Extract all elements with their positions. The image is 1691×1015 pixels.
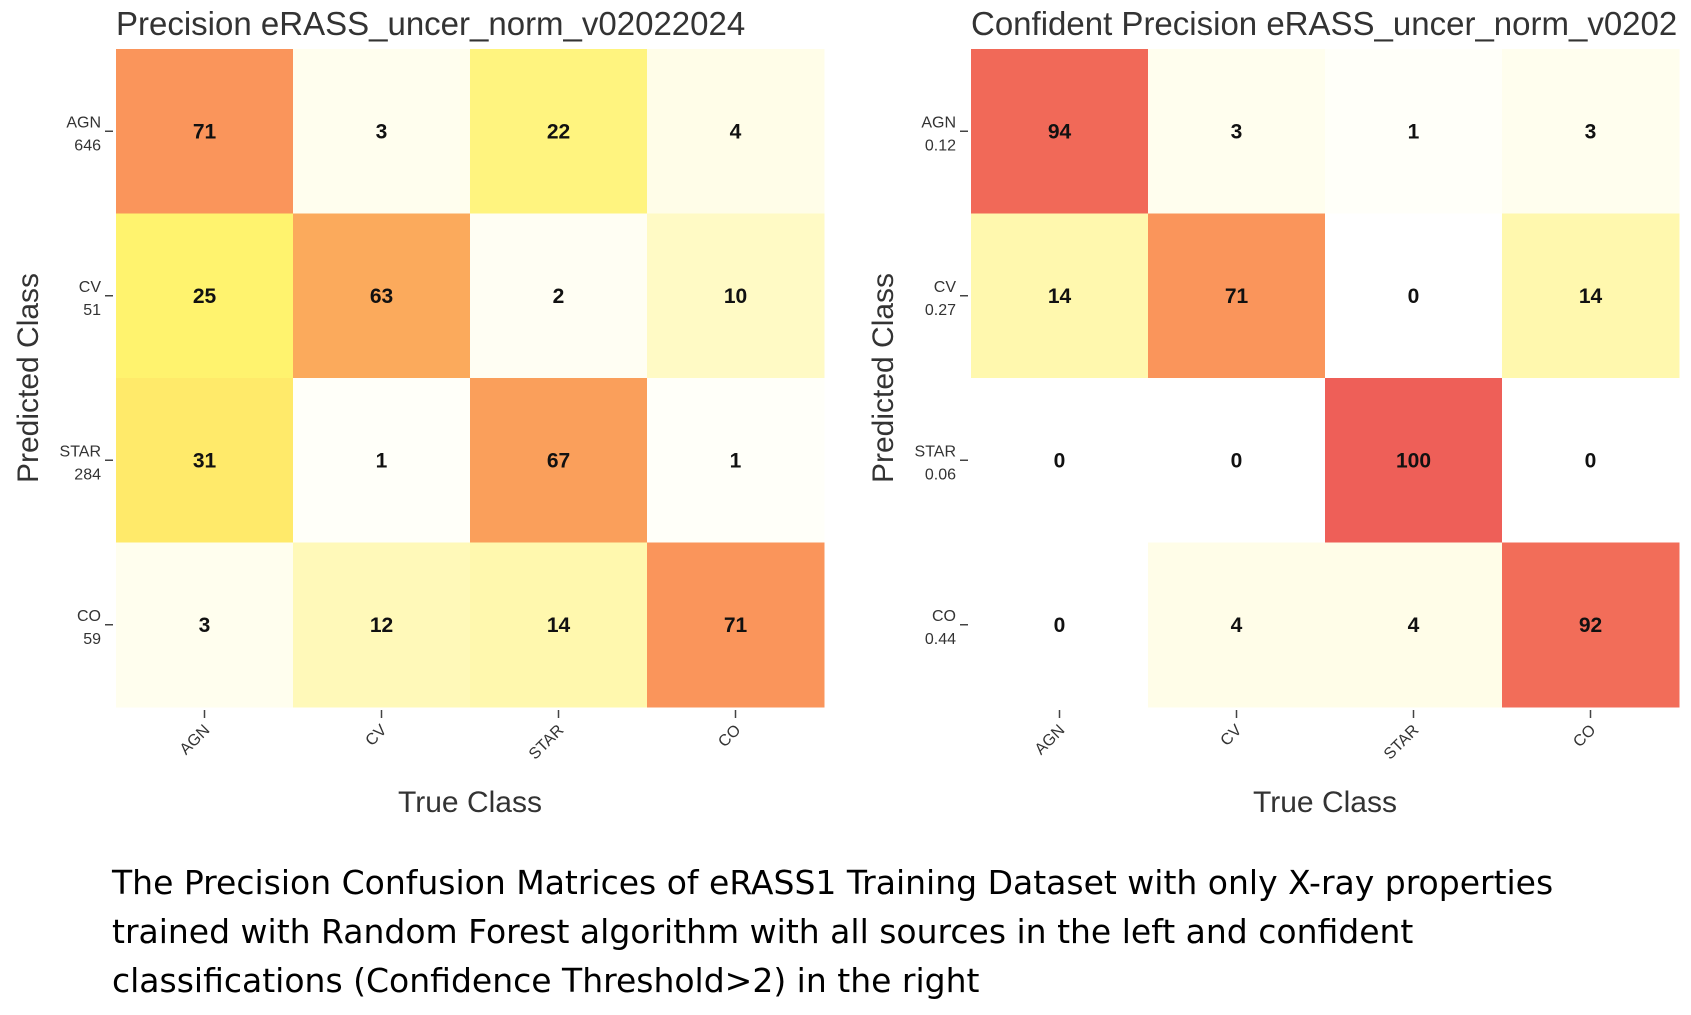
cell-value-label: 3 [1231,120,1243,143]
y-tick-label: STAR [60,443,101,460]
heatmap-cell [470,542,648,708]
y-tick-label: CV [79,279,102,296]
heatmap-cell [1148,542,1326,708]
x-tick-label: CV [1218,722,1246,750]
heatmap-cell [1325,542,1503,708]
heatmap-cell [1502,378,1680,543]
cell-value-label: 63 [370,285,393,308]
heatmap-cell [1502,213,1680,379]
chart-title: Precision eRASS_uncer_norm_v02022024 [116,5,745,42]
cell-value-label: 14 [1048,285,1072,308]
cell-value-label: 4 [1408,614,1420,637]
heatmap-cell [116,49,294,214]
cell-value-label: 31 [193,449,217,472]
x-axis-label: True Class [398,786,542,819]
heatmap-panel-2: Confident Precision eRASS_uncer_norm_v02… [867,5,1680,819]
cell-value-label: 1 [730,449,742,472]
y-tick-label: AGN [921,114,956,131]
heatmap-cell [293,49,471,214]
cell-value-label: 12 [370,614,393,637]
y-tick-label: CV [934,279,957,296]
x-tick-label: STAR [526,722,567,763]
cell-value-label: 0 [1054,614,1066,637]
x-tick-label: CO [1570,722,1599,751]
heatmap-cell [971,378,1149,543]
x-tick-label: CO [715,722,744,751]
heatmap-cell [971,542,1149,708]
x-tick-label: CV [363,722,391,750]
heatmap-cell [1502,49,1680,214]
y-tick-count: 59 [83,631,101,648]
heatmap-cell [1325,49,1503,214]
heatmap-cell [293,213,471,379]
heatmap-panel-1: Precision eRASS_uncer_norm_v02022024 71 3 2… [12,5,825,819]
cell-value-label: 100 [1396,449,1431,472]
y-tick-label: AGN [66,114,101,131]
cell-value-label: 4 [730,120,742,143]
cell-value-label: 67 [547,449,570,472]
cell-value-label: 10 [724,285,747,308]
cell-value-label: 14 [1579,285,1603,308]
y-tick-count: 284 [74,466,101,483]
cell-value-label: 25 [193,285,217,308]
heatmap-cell [647,542,825,708]
heatmap-cell [116,213,294,379]
x-tick-label: AGN [177,722,214,759]
heatmap-cell [293,542,471,708]
y-tick-count: 0.06 [925,466,956,483]
heatmap-cell [116,378,294,543]
heatmap-cell [1502,542,1680,708]
heatmap-cell [1325,378,1503,543]
heatmap-cell [647,49,825,214]
cell-value-label: 71 [193,120,217,143]
cell-value-label: 3 [1585,120,1597,143]
heatmap-cell [470,49,648,214]
heatmap-cell [470,378,648,543]
heatmap-cell [1148,213,1326,379]
y-tick-label: STAR [915,443,956,460]
y-tick-label: CO [932,608,956,625]
cell-value-label: 3 [199,614,211,637]
y-tick-count: 51 [83,302,101,319]
heatmap-cell [1325,213,1503,379]
cell-value-label: 0 [1585,449,1597,472]
y-tick-count: 0.27 [925,302,956,319]
heatmap-cell [116,542,294,708]
cell-value-label: 1 [376,449,388,472]
cell-value-label: 71 [724,614,748,637]
heatmap-cell [647,378,825,543]
cell-value-label: 2 [553,285,565,308]
cell-value-label: 0 [1231,449,1243,472]
heatmap-cell [647,213,825,379]
y-axis-label: Predicted Class [12,273,45,483]
cell-value-label: 14 [547,614,571,637]
y-tick-count: 646 [74,137,101,154]
cell-value-label: 4 [1231,614,1243,637]
cell-value-label: 3 [376,120,388,143]
figure-caption: The Precision Confusion Matrices of eRAS… [112,863,1554,1000]
y-axis-label: Predicted Class [867,273,900,483]
cell-value-label: 1 [1408,120,1420,143]
x-tick-label: AGN [1032,722,1069,759]
heatmap-cell [971,213,1149,379]
y-tick-count: 0.44 [925,631,956,648]
cell-value-label: 71 [1225,285,1249,308]
heatmap-cell [1148,49,1326,214]
cell-value-label: 94 [1048,120,1072,143]
y-tick-label: CO [77,608,101,625]
cell-value-label: 92 [1579,614,1602,637]
cell-value-label: 0 [1408,285,1420,308]
chart-title: Confident Precision eRASS_uncer_norm_v02… [971,5,1677,42]
heatmap-cell [293,378,471,543]
cell-value-label: 0 [1054,449,1066,472]
heatmap-cell [470,213,648,379]
x-axis-label: True Class [1253,786,1397,819]
y-tick-count: 0.12 [925,137,956,154]
x-tick-label: STAR [1381,722,1422,763]
heatmap-cell [1148,378,1326,543]
heatmap-cell [971,49,1149,214]
cell-value-label: 22 [547,120,570,143]
